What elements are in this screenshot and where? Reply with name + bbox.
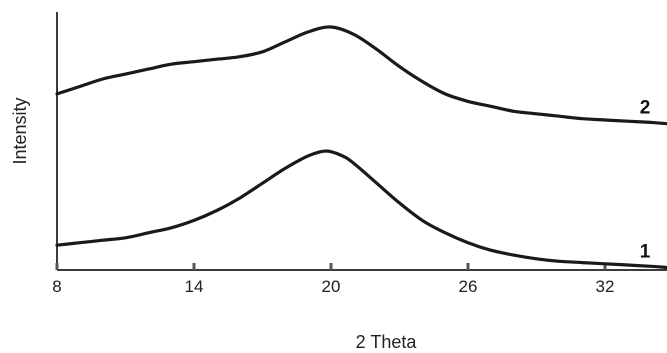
y-axis-label: Intensity [10, 97, 30, 164]
series-label-2: 2 [640, 98, 651, 119]
x-tick-label: 26 [459, 277, 478, 296]
series-line-2 [55, 25, 667, 126]
x-tick-label: 8 [52, 277, 61, 296]
x-axis-label: 2 Theta [356, 332, 418, 352]
series-label-1: 1 [640, 242, 651, 263]
x-tick-label: 14 [185, 277, 204, 296]
x-tick-label: 20 [322, 277, 341, 296]
series-line-1 [55, 149, 667, 270]
series-curves: 12 [55, 25, 667, 270]
chart-axes [56, 12, 667, 271]
x-tick-label: 32 [596, 277, 615, 296]
x-ticks: 8 14 20 26 32 [52, 263, 614, 296]
